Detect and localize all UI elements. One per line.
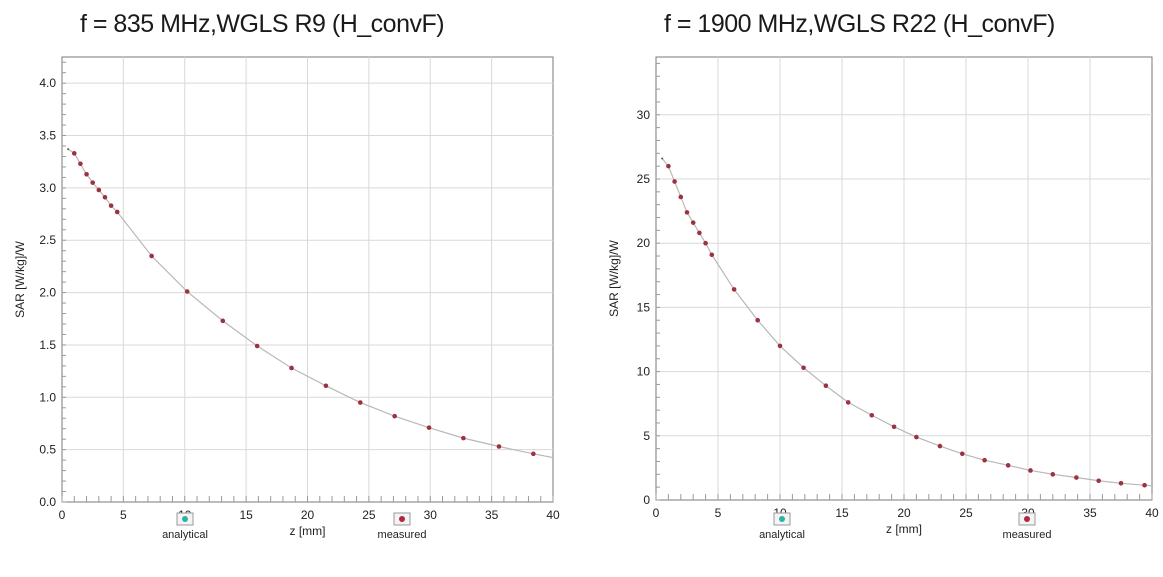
x-tick-label: 40 xyxy=(546,508,560,522)
x-axis-title: z [mm] xyxy=(290,524,326,538)
sar-chart-835: 05101520253035400.00.51.01.52.02.53.03.5… xyxy=(13,56,560,541)
analytical-point xyxy=(532,452,535,455)
legend-marker-measured xyxy=(1024,516,1030,522)
analytical-point xyxy=(79,162,82,165)
x-axis-title: z [mm] xyxy=(886,522,922,536)
analytical-point xyxy=(698,231,701,234)
analytical-curve xyxy=(67,148,554,459)
x-tick-label: 25 xyxy=(959,506,973,520)
x-tick-label: 0 xyxy=(653,506,660,520)
x-tick-label: 40 xyxy=(1145,506,1159,520)
analytical-point xyxy=(673,180,676,183)
y-axis-title: SAR [W/kg]/W xyxy=(13,240,27,317)
analytical-point xyxy=(710,253,713,256)
x-tick-label: 20 xyxy=(301,508,315,522)
legend-marker-analytical xyxy=(182,516,188,522)
analytical-point xyxy=(1120,482,1122,485)
analytical-point xyxy=(186,290,189,293)
analytical-point xyxy=(893,425,896,428)
y-tick-label: 0.5 xyxy=(39,443,56,457)
y-tick-label: 0 xyxy=(643,493,650,507)
analytical-point xyxy=(497,445,500,448)
x-tick-label: 15 xyxy=(835,506,849,520)
chart-title: f = 1900 MHz,WGLS R22 (H_convF) xyxy=(664,10,1055,38)
legend-label-analytical: analytical xyxy=(759,529,805,541)
analytical-point xyxy=(97,188,100,191)
x-tick-label: 5 xyxy=(120,508,127,522)
y-tick-label: 3.5 xyxy=(39,129,56,143)
y-tick-label: 1.0 xyxy=(39,390,56,404)
legend-marker-measured xyxy=(399,516,405,522)
analytical-point xyxy=(802,366,805,369)
x-tick-label: 5 xyxy=(715,506,722,520)
chart-panel-1900: f = 1900 MHz,WGLS R22 (H_convF) 0 5 10 15 20… xyxy=(582,0,1163,577)
y-tick-label: 30 xyxy=(637,108,651,122)
analytical-point xyxy=(756,319,759,322)
analytical-point xyxy=(692,221,695,224)
chart-panel-835: f = 835 MHz,WGLS R9 (H_convF) 0510152025… xyxy=(0,0,581,577)
analytical-point xyxy=(73,152,76,155)
legend-marker-analytical xyxy=(779,516,785,522)
y-tick-label: 2.0 xyxy=(39,286,56,300)
analytical-point xyxy=(779,344,781,347)
analytical-point xyxy=(1097,479,1100,482)
analytical-point xyxy=(679,195,682,198)
y-tick-label: 20 xyxy=(637,236,651,250)
analytical-point xyxy=(393,415,396,418)
analytical-point xyxy=(1075,476,1078,479)
y-tick-label: 0.0 xyxy=(39,495,56,509)
analytical-point xyxy=(359,401,362,404)
analytical-point xyxy=(110,204,113,207)
analytical-point xyxy=(704,242,707,245)
analytical-point xyxy=(938,445,941,448)
x-tick-label: 0 xyxy=(59,508,66,522)
x-tick-label: 20 xyxy=(897,506,911,520)
x-tick-label: 25 xyxy=(362,508,376,522)
analytical-point xyxy=(661,157,664,160)
analytical-point xyxy=(1007,464,1010,467)
analytical-point xyxy=(116,210,119,213)
y-tick-label: 15 xyxy=(637,300,651,314)
analytical-point xyxy=(667,165,670,168)
analytical-point xyxy=(1143,484,1146,487)
y-tick-label: 10 xyxy=(637,365,651,379)
analytical-point xyxy=(428,426,431,429)
analytical-point xyxy=(847,401,850,404)
analytical-point xyxy=(256,344,259,347)
analytical-point xyxy=(686,211,688,214)
analytical-point xyxy=(983,459,986,462)
y-tick-label: 1.5 xyxy=(39,338,56,352)
y-tick-label: 25 xyxy=(637,172,651,186)
analytical-point xyxy=(85,173,88,176)
x-tick-label: 35 xyxy=(1083,506,1097,520)
analytical-point xyxy=(961,452,964,455)
analytical-point xyxy=(1029,469,1032,472)
y-tick-label: 2.5 xyxy=(39,233,56,247)
analytical-point xyxy=(733,288,736,291)
chart-title: f = 835 MHz,WGLS R9 (H_convF) xyxy=(80,10,445,38)
x-tick-label: 15 xyxy=(239,508,253,522)
y-tick-label: 4.0 xyxy=(39,76,56,90)
analytical-point xyxy=(1051,473,1054,476)
sar-chart-1900: 0510152025303540051015202530z [mm]SAR [W… xyxy=(607,56,1159,541)
analytical-point xyxy=(824,384,827,387)
y-axis-title: SAR [W/kg]/W xyxy=(607,239,621,316)
analytical-point xyxy=(91,181,94,184)
analytical-point xyxy=(915,436,918,439)
analytical-point xyxy=(290,366,293,369)
analytical-point xyxy=(324,384,327,387)
analytical-point xyxy=(103,196,106,199)
y-tick-label: 5 xyxy=(643,429,650,443)
x-tick-label: 30 xyxy=(424,508,438,522)
legend-label-measured: measured xyxy=(1003,529,1052,541)
y-tick-label: 3.0 xyxy=(39,181,56,195)
x-tick-label: 35 xyxy=(485,508,499,522)
legend-label-measured: measured xyxy=(378,529,427,541)
analytical-point xyxy=(221,319,224,322)
analytical-point xyxy=(870,414,873,417)
legend-label-analytical: analytical xyxy=(162,529,208,541)
analytical-point xyxy=(462,437,465,440)
analytical-point xyxy=(67,148,70,151)
analytical-point xyxy=(150,254,153,257)
